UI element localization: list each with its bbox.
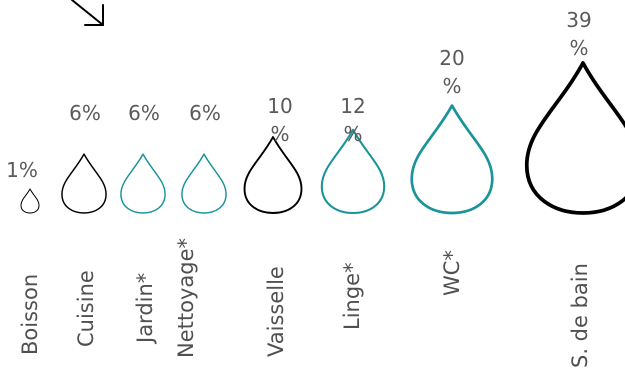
category-label-8: S. de bain — [568, 263, 592, 368]
value-label-3: 6% — [128, 101, 160, 125]
water-drop-mark-1 — [20, 188, 40, 214]
arrow-down-right-icon — [71, 0, 104, 26]
category-label-6: Linge* — [340, 262, 364, 330]
value-label-2: 6% — [69, 101, 101, 125]
water-drop-mark-2 — [61, 153, 107, 214]
category-label-3: Jardin* — [133, 272, 157, 343]
value-label-7: 20 % — [439, 46, 465, 98]
category-label-4: Nettoyage* — [174, 238, 198, 358]
water-drop-mark-6 — [320, 128, 386, 215]
water-drop-mark-5 — [243, 136, 303, 214]
value-label-1: 1% — [6, 158, 38, 182]
water-drop-mark-8 — [524, 61, 625, 215]
value-label-4: 6% — [189, 101, 221, 125]
category-label-7: WC* — [440, 250, 464, 296]
value-label-8: 39 % — [566, 8, 592, 60]
category-label-5: Vaisselle — [264, 266, 288, 357]
water-drop-mark-3 — [120, 153, 166, 214]
value-label-5: 10 % — [267, 94, 293, 146]
water-drop-mark-4 — [181, 153, 227, 214]
category-label-1: Boisson — [18, 273, 42, 355]
water-drop-mark-7 — [410, 104, 494, 215]
category-label-2: Cuisine — [74, 270, 98, 347]
value-label-6: 12 % — [340, 94, 366, 146]
